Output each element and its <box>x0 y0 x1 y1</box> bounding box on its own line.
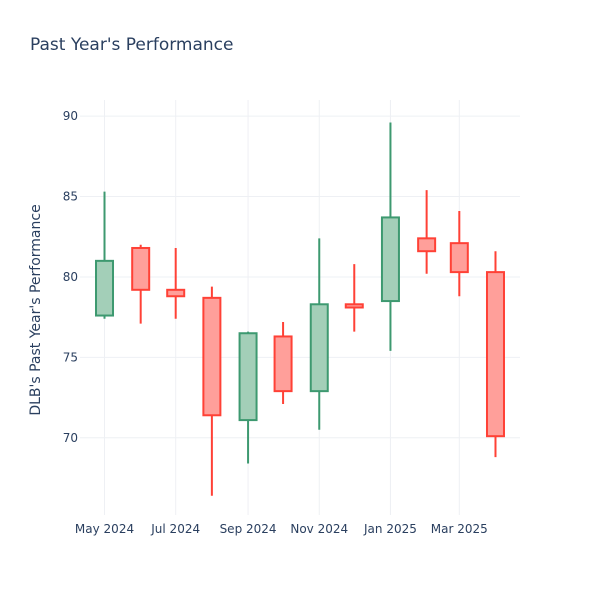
x-tick-label: May 2024 <box>75 522 134 536</box>
candle-2025-03-01 <box>449 210 469 297</box>
y-axis-title: DLB's Past Year's Performance <box>28 204 44 415</box>
y-tick-label: 80 <box>63 270 78 284</box>
y-tick-label: 75 <box>63 350 78 364</box>
candle-body <box>380 216 400 303</box>
candle-body <box>485 271 505 438</box>
x-axis-ticks: May 2024 Jul 2024 Sep 2024 Nov 2024 Jan 2025… <box>75 522 488 536</box>
x-tick-label: Jul 2024 <box>150 522 200 536</box>
candle-body <box>95 259 115 317</box>
candle-2024-05-01 <box>95 191 115 319</box>
candle-body <box>417 237 437 253</box>
candle-2024-10-01 <box>273 321 293 405</box>
candles <box>95 122 505 496</box>
candle-body <box>131 246 151 291</box>
candle-2024-12-01 <box>344 264 364 332</box>
chart-title: Past Year's Performance <box>30 35 234 55</box>
candle-2024-08-01 <box>202 286 222 496</box>
candle-2025-04-01 <box>485 251 505 458</box>
candle-2025-01-01 <box>380 122 400 351</box>
candle-2024-06-01 <box>131 244 151 324</box>
candle-body <box>202 296 222 417</box>
candle-body <box>309 303 329 393</box>
y-tick-label: 90 <box>63 109 78 123</box>
y-axis-ticks: 70 75 80 85 90 <box>63 109 78 445</box>
candle-body <box>344 303 364 309</box>
candle-2024-09-01 <box>238 331 258 464</box>
x-tick-label: Mar 2025 <box>431 522 488 536</box>
y-tick-label: 70 <box>63 431 78 445</box>
candle-2024-07-01 <box>166 247 186 319</box>
candle-2025-02-01 <box>417 190 437 274</box>
x-tick-label: Nov 2024 <box>290 522 348 536</box>
candle-body <box>273 335 293 393</box>
candle-body <box>449 242 469 274</box>
x-tick-label: Sep 2024 <box>220 522 277 536</box>
y-tick-label: 85 <box>63 190 78 204</box>
candle-body <box>238 332 258 422</box>
candle-2024-11-01 <box>309 238 329 430</box>
candle-body <box>166 288 186 298</box>
x-tick-label: Jan 2025 <box>363 522 417 536</box>
